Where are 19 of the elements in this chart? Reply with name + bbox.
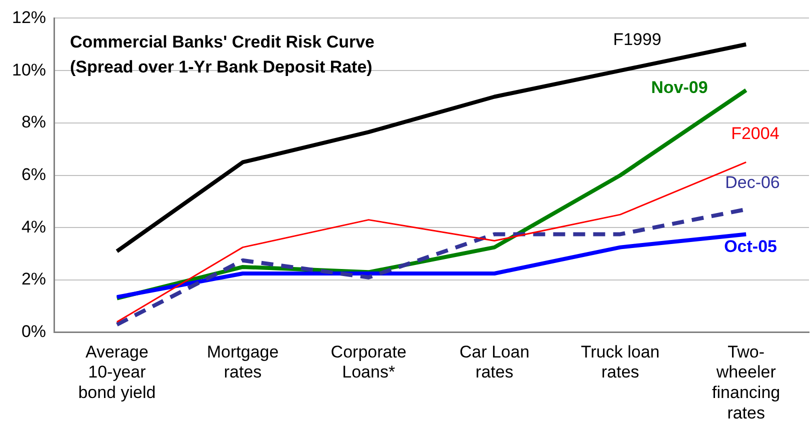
y-tick-label: 6% bbox=[21, 164, 46, 184]
series-label: Oct-05 bbox=[724, 236, 778, 256]
y-tick-label: 2% bbox=[21, 270, 46, 289]
x-tick-label: Average 10-year bond yield bbox=[78, 342, 156, 402]
y-tick-label: 0% bbox=[21, 322, 46, 342]
x-tick-label: Car Loan rates bbox=[459, 342, 530, 382]
y-tick-label: 10% bbox=[12, 60, 46, 80]
series-label: Dec-06 bbox=[725, 173, 780, 192]
x-tick-label: Mortgage rates bbox=[206, 342, 279, 382]
series-label: Nov-09 bbox=[651, 78, 708, 97]
y-tick-label: 4% bbox=[21, 217, 46, 236]
x-tick-label: Truck loan rates bbox=[580, 342, 660, 382]
y-tick-label: 8% bbox=[21, 112, 46, 132]
x-tick-label: Two-wheeler financing rates bbox=[712, 342, 780, 422]
x-tick-label: Corporate Loans* bbox=[330, 342, 406, 382]
y-tick-label: 12% bbox=[12, 8, 46, 27]
text: Commercial Banks' Credit Risk Curve (Spread over 1-Yr Bank Deposit Rate) bbox=[70, 32, 375, 76]
series-label: F1999 bbox=[613, 30, 662, 50]
series-label: F2004 bbox=[731, 124, 780, 143]
